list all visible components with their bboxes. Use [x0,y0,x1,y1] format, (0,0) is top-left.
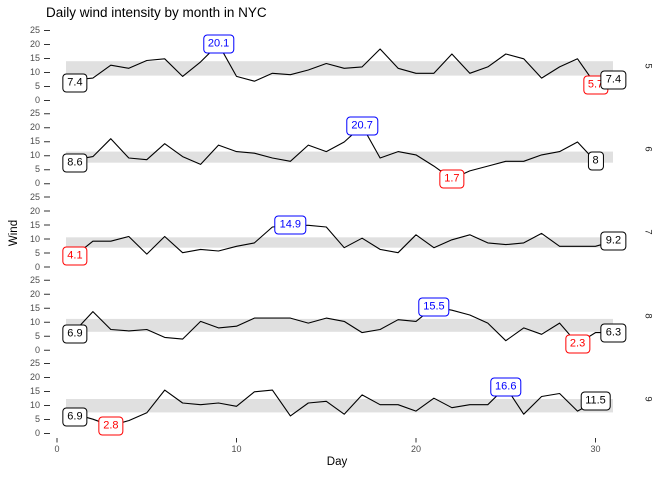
y-tick-label: 25 [29,25,40,35]
y-tick-label: 0 [34,344,40,355]
y-tick-label: 0 [34,95,40,105]
min-value-label: 1.7 [439,169,465,189]
max-value-label: 20.7 [346,116,378,136]
y-tick-label: 15 [29,386,40,396]
first-value-label: 6.9 [62,407,88,427]
x-tick-label: 10 [231,444,242,454]
x-tick-label: 0 [54,444,60,454]
y-tick-label: 15 [29,53,40,63]
y-tick-label: 20 [29,372,40,382]
y-tick-label: 10 [29,150,40,161]
facet-strip-label: 5 [642,63,654,69]
x-axis-title: Day [326,456,348,468]
y-tick-label: 5 [34,330,40,341]
y-tick-label: 0 [34,178,40,189]
y-tick-label: 20 [29,39,40,49]
last-value-label: 7.4 [600,70,627,90]
y-tick-label: 25 [29,274,40,285]
y-tick-label: 10 [29,233,40,244]
y-tick-label: 0 [34,261,40,272]
max-value-label: 20.1 [202,34,235,54]
iqr-band [66,151,613,163]
y-axis-title: Wind [8,219,20,247]
x-tick-label: 30 [590,444,601,454]
last-value-label: 11.5 [580,391,611,411]
last-value-label: 8 [587,151,604,171]
y-tick-label: 5 [34,81,40,91]
first-value-label: 7.4 [62,73,88,93]
facet-strip-label: 8 [642,312,654,319]
last-value-label: 9.2 [600,231,627,251]
y-tick-label: 25 [29,358,40,368]
y-tick-label: 10 [29,316,40,327]
wind-line [74,306,614,345]
y-tick-label: 5 [34,414,40,424]
y-tick-label: 15 [29,302,40,313]
y-tick-label: 10 [29,67,40,77]
min-value-label: 2.3 [564,334,591,354]
wind-line [74,224,614,256]
iqr-band [66,399,613,413]
wind-line [74,125,596,180]
y-tick-label: 0 [34,428,40,438]
iqr-band [66,61,613,76]
min-value-label: 4.1 [62,246,88,266]
facet-strip-label: 6 [642,146,654,152]
last-value-label: 6.3 [600,323,627,343]
max-value-label: 16.6 [490,377,522,397]
chart-title: Daily wind intensity by month in NYC [46,5,267,20]
first-value-label: 8.6 [62,153,88,173]
y-tick-label: 25 [29,191,40,202]
y-tick-label: 10 [29,400,40,410]
facet-strip-label: 9 [642,396,654,402]
facet-strip-label: 7 [642,229,654,235]
wind-line [74,43,614,86]
max-value-label: 14.9 [274,215,307,235]
min-value-label: 2.8 [98,416,124,436]
first-value-label: 6.9 [62,324,88,344]
y-tick-label: 5 [34,247,40,258]
y-tick-label: 20 [29,122,40,133]
max-value-label: 15.5 [418,297,450,317]
y-tick-label: 20 [29,205,40,216]
y-tick-label: 15 [29,219,40,230]
y-tick-label: 5 [34,164,40,175]
y-tick-label: 25 [29,108,40,119]
y-tick-label: 15 [29,136,40,147]
y-tick-label: 20 [29,288,40,299]
x-tick-label: 20 [410,444,422,454]
